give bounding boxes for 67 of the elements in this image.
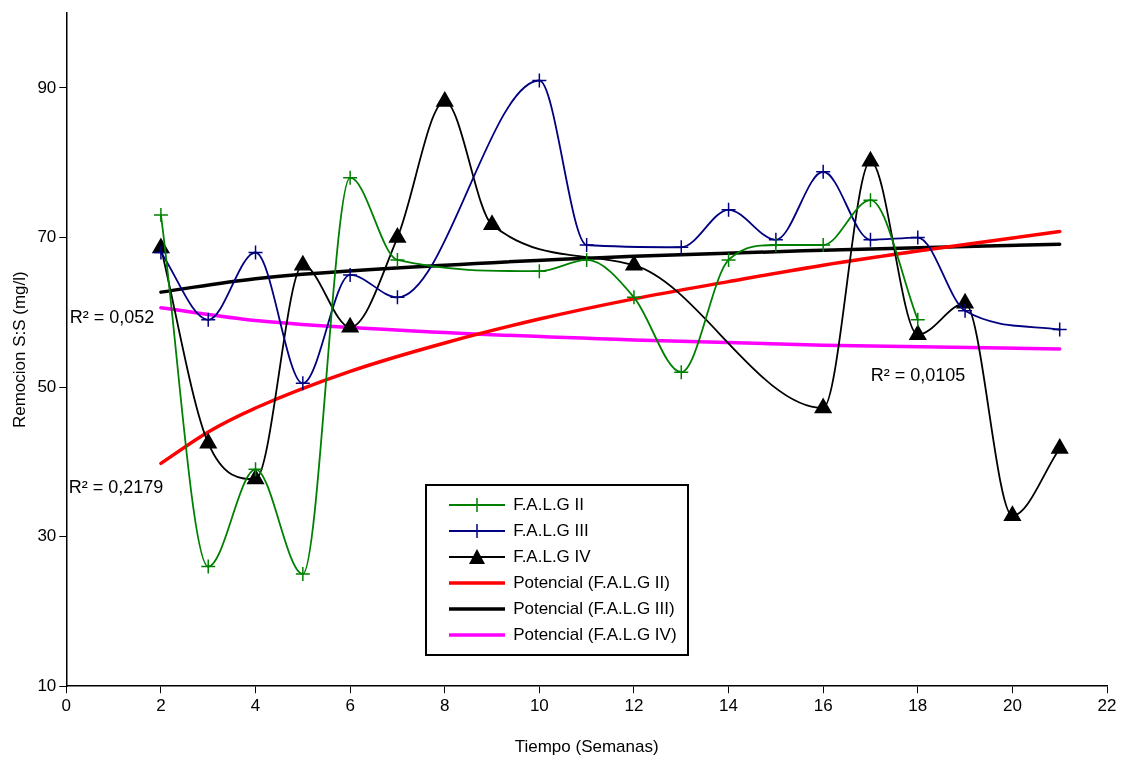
x-tick-label: 10 [529,696,549,716]
point [389,289,406,306]
point [200,558,216,575]
point [341,317,359,333]
point [295,375,311,392]
point [200,312,216,328]
x-tick-label: 0 [61,696,72,716]
point [910,312,926,328]
point [389,252,406,268]
point [153,244,169,261]
point [1051,438,1069,454]
point [578,237,595,253]
x-tick-label: 4 [250,696,261,716]
point [247,461,264,478]
point [720,202,737,218]
point [910,229,926,246]
legend-label: F.A.L.G III [513,521,589,542]
point [862,232,879,248]
line-series [159,306,1062,351]
x-tick-label: 20 [1002,696,1022,716]
y-tick-label: 90 [37,77,57,97]
point [862,192,879,208]
point [814,398,832,414]
legend-label: F.A.L.G IV [513,547,591,568]
line-series [159,229,1062,466]
x-tick-label: 2 [156,696,166,716]
point [673,364,690,380]
point [531,72,548,89]
point [199,433,217,449]
point [1051,321,1068,338]
x-tick-label: 14 [719,696,739,716]
x-tick-label: 8 [440,696,450,716]
point [295,566,311,582]
point [342,169,358,186]
x-tick-label: 12 [624,696,644,716]
point [578,252,595,268]
point [1003,505,1021,521]
x-axis-title: Tiempo (Semanas) [514,737,659,757]
y-tick-label: 70 [37,227,57,247]
point [246,469,265,485]
point [483,215,501,231]
y-tick-label: 10 [37,675,57,695]
annotation: R² = 0,2179 [68,476,164,497]
point [342,267,358,283]
annotation: R² = 0,052 [69,306,155,327]
point [720,252,737,268]
y-axis-title: Remocion S:S (mg/l) [9,271,29,429]
point [957,303,973,319]
point [247,244,264,261]
legend-label: F.A.L.G II [513,495,584,516]
x-tick-label: 16 [813,696,833,716]
legend-label: Potencial (F.A.L.G III) [513,599,675,620]
point [294,255,312,271]
point [153,207,169,223]
legend-label: Potencial (F.A.L.G II) [513,573,670,594]
point [626,289,642,306]
x-tick-label: 22 [1097,696,1117,716]
x-tick-label: 18 [908,696,928,716]
point [625,255,643,271]
x-tick-label: 6 [345,696,355,716]
y-tick-label: 30 [37,526,57,546]
legend-label: Potencial (F.A.L.G IV) [513,625,677,646]
y-tick-label: 50 [37,376,57,396]
annotation: R² = 0,0105 [870,364,966,385]
point [673,239,690,255]
point [531,263,548,279]
point [815,163,831,180]
